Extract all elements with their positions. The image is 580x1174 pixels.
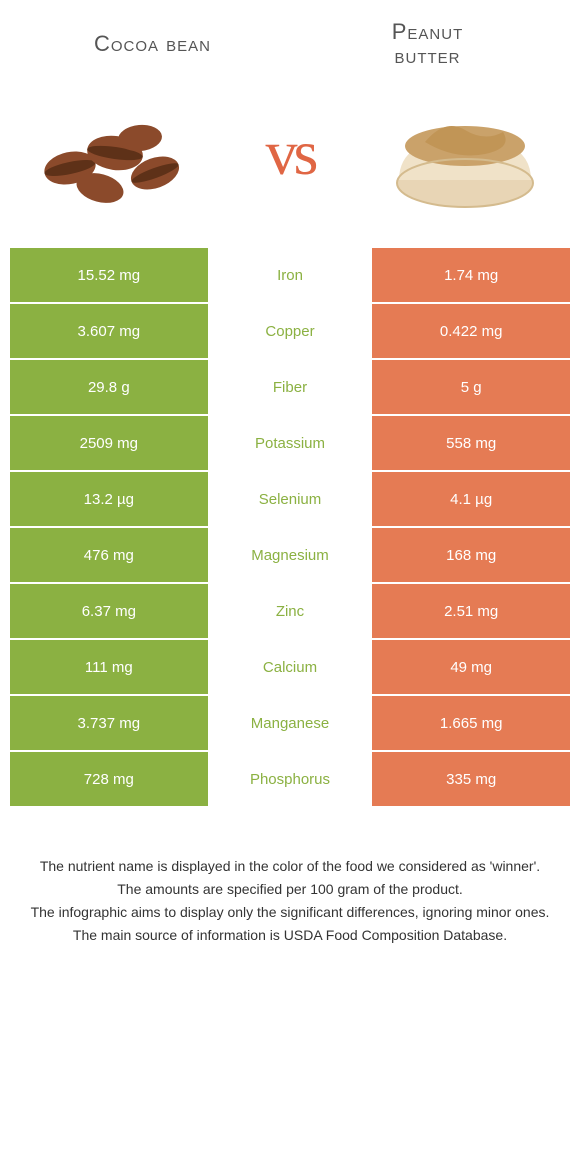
cocoa-bean-image (30, 88, 200, 218)
nutrient-name: Manganese (208, 696, 373, 750)
nutrient-name: Selenium (208, 472, 373, 526)
nutrient-table: 15.52 mgIron1.74 mg3.607 mgCopper0.422 m… (10, 248, 570, 806)
value-right: 168 mg (372, 528, 570, 582)
value-left: 2509 mg (10, 416, 208, 470)
table-row: 15.52 mgIron1.74 mg (10, 248, 570, 302)
title-right-line2: butter (395, 43, 461, 68)
title-left: Cocoa bean (40, 31, 265, 57)
value-left: 3.607 mg (10, 304, 208, 358)
value-left: 13.2 µg (10, 472, 208, 526)
value-right: 2.51 mg (372, 584, 570, 638)
nutrient-name: Fiber (208, 360, 373, 414)
value-left: 29.8 g (10, 360, 208, 414)
vs-label: vs (266, 116, 315, 190)
nutrient-name: Potassium (208, 416, 373, 470)
title-right-line1: Peanut (392, 19, 464, 44)
value-right: 0.422 mg (372, 304, 570, 358)
footer-line-3: The infographic aims to display only the… (30, 902, 550, 923)
value-left: 728 mg (10, 752, 208, 806)
nutrient-name: Zinc (208, 584, 373, 638)
peanut-butter-image (380, 88, 550, 218)
value-right: 4.1 µg (372, 472, 570, 526)
table-row: 111 mgCalcium49 mg (10, 640, 570, 694)
value-right: 5 g (372, 360, 570, 414)
value-right: 49 mg (372, 640, 570, 694)
value-left: 6.37 mg (10, 584, 208, 638)
footer-line-2: The amounts are specified per 100 gram o… (30, 879, 550, 900)
table-row: 29.8 gFiber5 g (10, 360, 570, 414)
footer-notes: The nutrient name is displayed in the co… (10, 846, 570, 978)
nutrient-name: Copper (208, 304, 373, 358)
table-row: 3.607 mgCopper0.422 mg (10, 304, 570, 358)
nutrient-name: Calcium (208, 640, 373, 694)
images-row: vs (10, 78, 570, 248)
table-row: 476 mgMagnesium168 mg (10, 528, 570, 582)
table-row: 3.737 mgManganese1.665 mg (10, 696, 570, 750)
value-left: 3.737 mg (10, 696, 208, 750)
value-right: 1.74 mg (372, 248, 570, 302)
footer-line-1: The nutrient name is displayed in the co… (30, 856, 550, 877)
value-right: 1.665 mg (372, 696, 570, 750)
nutrient-name: Phosphorus (208, 752, 373, 806)
table-row: 6.37 mgZinc2.51 mg (10, 584, 570, 638)
value-right: 335 mg (372, 752, 570, 806)
value-right: 558 mg (372, 416, 570, 470)
title-right: Peanut butter (315, 20, 540, 68)
nutrient-name: Magnesium (208, 528, 373, 582)
nutrient-name: Iron (208, 248, 373, 302)
value-left: 111 mg (10, 640, 208, 694)
table-row: 728 mgPhosphorus335 mg (10, 752, 570, 806)
table-row: 2509 mgPotassium558 mg (10, 416, 570, 470)
value-left: 476 mg (10, 528, 208, 582)
value-left: 15.52 mg (10, 248, 208, 302)
header-titles: Cocoa bean Peanut butter (10, 0, 570, 78)
footer-line-4: The main source of information is USDA F… (30, 925, 550, 946)
table-row: 13.2 µgSelenium4.1 µg (10, 472, 570, 526)
